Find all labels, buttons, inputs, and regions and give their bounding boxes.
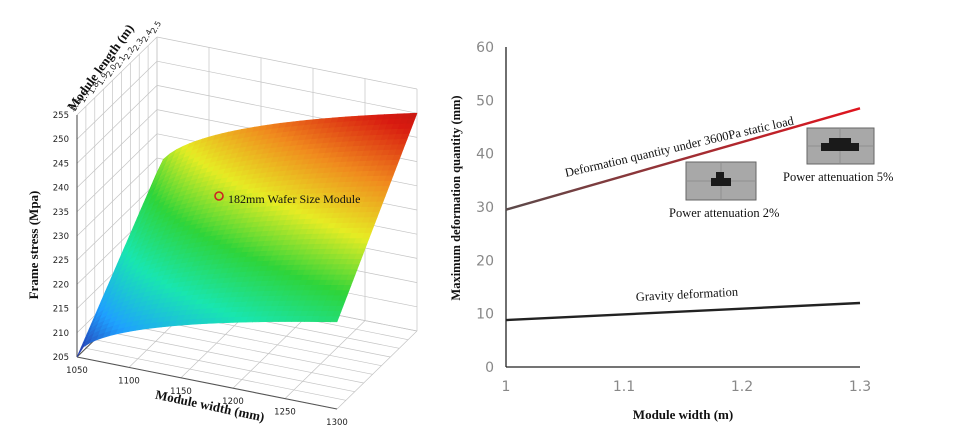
surface-patch <box>330 316 340 323</box>
z-tick-label: 250 <box>53 135 69 145</box>
wafer-module-annotation: 182mm Wafer Size Module <box>228 192 360 206</box>
z-tick-label: 230 <box>53 232 69 242</box>
line-y-tick-label: 50 <box>476 93 494 109</box>
gravity-line <box>505 301 861 322</box>
x-tick-label: 1200 <box>222 397 244 407</box>
z-axis-label: Frame stress (Mpa) <box>26 191 41 300</box>
inset-2pct-label: Power attenuation 2% <box>669 206 779 220</box>
line-y-tick-label: 20 <box>476 253 494 269</box>
surface-chart: 205 210 215 220 225 230 235 240 245 250 255 1050 11… <box>26 19 418 428</box>
grid-line <box>156 60 418 114</box>
stress-surface <box>76 112 418 358</box>
x-tick-label: 1050 <box>66 366 88 376</box>
inset-5pct-label: Power attenuation 5% <box>783 170 893 184</box>
z-tick-label: 210 <box>53 329 69 339</box>
line-y-tick-label: 60 <box>476 40 494 56</box>
z-tick-label: 205 <box>53 353 69 363</box>
line-chart: 0 10 20 30 40 50 60 1 1.1 1.2 1.3 Maximum deforma… <box>449 40 893 422</box>
line-y-axis-label: Maximum deformation quantity (mm) <box>449 95 463 300</box>
line-x-axis-label: Module width (m) <box>633 407 733 422</box>
static-load-line <box>505 107 861 211</box>
grid-line <box>85 347 346 401</box>
line-x-tick-label: 1.1 <box>613 379 635 395</box>
gravity-label: Gravity deformation <box>635 285 739 304</box>
y-tick-label: 2.5 <box>149 19 163 35</box>
z-tick-label: 220 <box>53 280 69 290</box>
y-tick-labels-line: 0 10 20 30 40 50 60 <box>476 40 494 376</box>
grid-line <box>232 309 314 389</box>
grid-line <box>336 330 418 410</box>
z-tick-label: 245 <box>53 159 69 169</box>
z-tick-labels: 205 210 215 220 225 230 235 240 245 250 255 <box>53 111 69 363</box>
line-y-tick-label: 40 <box>476 147 494 163</box>
x-tick-label: 1300 <box>326 418 348 428</box>
z-tick-label: 255 <box>53 111 69 121</box>
line-y-tick-label: 10 <box>476 307 494 323</box>
grid-line <box>76 133 158 213</box>
line-y-tick-label: 30 <box>476 200 494 216</box>
grid-line <box>76 60 158 140</box>
wafer-module-marker <box>214 191 224 201</box>
x-tick-labels-line: 1 1.1 1.2 1.3 <box>502 379 872 395</box>
x-tick-labels: 1050 1100 1150 1200 1250 1300 <box>66 366 348 428</box>
grid-line <box>94 339 355 393</box>
grid-line <box>112 321 373 375</box>
grid-line <box>76 109 158 188</box>
z-tick-label: 240 <box>53 184 69 194</box>
z-tick-label: 215 <box>53 305 69 315</box>
grid-line <box>284 320 366 399</box>
axis-edge <box>76 356 338 410</box>
grid-line <box>76 85 158 164</box>
line-x-tick-label: 1 <box>502 379 511 395</box>
line-x-tick-label: 1.3 <box>849 379 871 395</box>
z-tick-label: 225 <box>53 256 69 266</box>
line-y-tick-label: 0 <box>485 360 494 376</box>
inset-2pct-image <box>685 161 757 201</box>
static-load-label: Deformation quantity under 3600Pa static… <box>564 113 796 180</box>
x-axis-label: Module width (mm) <box>154 387 266 425</box>
grid-line <box>103 330 364 384</box>
x-tick-label: 1250 <box>274 408 296 418</box>
x-tick-label: 1100 <box>118 376 140 386</box>
grid-line <box>76 181 158 261</box>
x-tick-label: 1150 <box>170 387 192 397</box>
grid-line <box>76 157 158 237</box>
inset-5pct-image <box>806 127 875 165</box>
grid-line <box>76 36 158 116</box>
grid-line <box>156 36 418 90</box>
z-tick-label: 235 <box>53 208 69 218</box>
line-x-tick-label: 1.2 <box>731 379 753 395</box>
